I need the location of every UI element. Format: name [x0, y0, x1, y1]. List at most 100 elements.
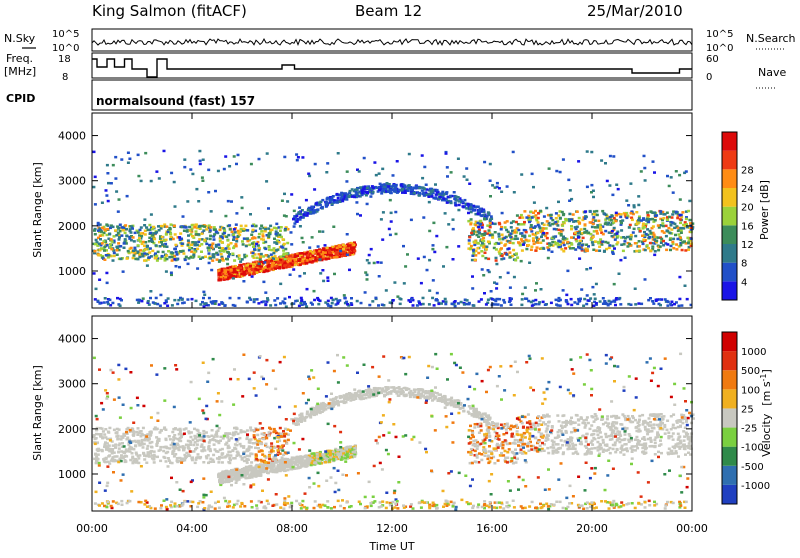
power-cell-2320 — [470, 245, 473, 248]
power-cell-3527 — [678, 298, 681, 301]
power-cell-2089 — [317, 208, 320, 211]
power-cell-3477 — [680, 304, 683, 307]
power-cell-2582 — [639, 230, 642, 233]
power-cell-2727 — [562, 238, 565, 241]
power-cell-1305 — [164, 243, 167, 246]
power-cell-1391 — [110, 248, 113, 251]
power-cell-3349 — [428, 201, 431, 204]
power-cell-3145 — [137, 175, 140, 178]
power-cell-1585 — [140, 232, 143, 235]
power-cell-1563 — [188, 247, 191, 250]
power-cell-2500 — [495, 257, 498, 260]
power-cell-3654 — [460, 301, 463, 304]
power-cell-2009 — [457, 196, 460, 199]
power-cell-3036 — [644, 278, 647, 281]
power-cell-2257 — [674, 234, 677, 237]
power-cell-3410 — [589, 297, 592, 300]
power-cell-3536 — [374, 297, 377, 300]
power-cell-1390 — [148, 251, 151, 254]
velocity-cell-712 — [311, 452, 314, 455]
power-cell-2947 — [150, 213, 153, 216]
power-cell-1155 — [211, 259, 214, 262]
power-cell-3134 — [432, 222, 435, 225]
power-cell-1484 — [232, 233, 235, 236]
power-cell-1450 — [184, 259, 187, 262]
power-cell-2604 — [540, 236, 543, 239]
power-cell-3144 — [196, 267, 199, 270]
power-cell-2368 — [555, 217, 558, 220]
power-cell-3668 — [223, 305, 226, 308]
power-cell-2398 — [596, 232, 599, 235]
freq-tick-left-bottom: 8 — [62, 72, 68, 83]
power-cell-2755 — [498, 223, 501, 226]
power-cell-2085 — [303, 213, 306, 216]
power-cell-1287 — [238, 254, 241, 256]
power-cell-3209 — [611, 230, 614, 233]
power-cell-3537 — [173, 299, 176, 302]
power-cell-2352 — [641, 235, 644, 238]
power-cell-2597 — [594, 240, 597, 243]
power-cell-3048 — [348, 269, 351, 272]
power-cell-1407 — [94, 243, 97, 246]
power-cell-1355 — [129, 228, 132, 231]
power-cell-2005 — [394, 188, 397, 191]
power-cell-1316 — [284, 248, 287, 251]
power-cell-3577 — [253, 298, 256, 301]
power-cell-1017 — [145, 226, 148, 229]
power-cell-3658 — [407, 299, 410, 302]
power-cell-2871 — [549, 214, 552, 217]
power-cell-2761 — [534, 249, 537, 252]
power-cell-2723 — [495, 248, 498, 251]
power-cell-3158 — [528, 262, 531, 265]
power-cell-1269 — [235, 223, 238, 226]
power-cell-1983 — [401, 191, 404, 194]
power-cell-2892 — [578, 217, 581, 220]
power-cell-3297 — [577, 160, 580, 163]
power-cell-3494 — [111, 302, 114, 305]
power-cell-831 — [245, 267, 248, 270]
power-cell-3363 — [675, 170, 678, 173]
power-cell-3607 — [103, 301, 106, 304]
power-cell-1972 — [393, 190, 396, 193]
power-cell-3114 — [199, 160, 202, 163]
power-cell-3592 — [377, 304, 380, 307]
velocity-cell-895 — [260, 470, 263, 473]
power-cell-2599 — [497, 233, 500, 236]
power-cell-3309 — [418, 194, 421, 197]
power-cell-1367 — [109, 243, 112, 246]
power-cell-2936 — [308, 246, 311, 249]
velocity-cell-864 — [328, 459, 331, 462]
velocity-cell-762 — [259, 463, 262, 466]
power-cell-1496 — [191, 241, 194, 244]
power-cell-1485 — [222, 227, 225, 230]
power-cell-1733 — [344, 192, 347, 195]
power-cell-2832 — [532, 240, 535, 243]
velocity-cell-961 — [282, 430, 285, 433]
power-cell-879 — [309, 261, 312, 264]
power-cell-2943 — [513, 191, 516, 194]
power-cell-2478 — [620, 213, 623, 216]
power-cell-3337 — [298, 275, 301, 278]
power-cell-2929 — [307, 173, 310, 176]
power-cell-1590 — [208, 249, 211, 252]
velocity-cell-886 — [324, 461, 327, 464]
power-cell-2371 — [591, 226, 594, 229]
power-cell-1467 — [209, 229, 212, 232]
power-cell-2930 — [258, 263, 261, 266]
velocity-cell-845 — [225, 474, 228, 477]
power-cell-2986 — [174, 205, 177, 208]
power-cell-3126 — [586, 186, 589, 189]
power-cell-2928 — [574, 226, 577, 229]
power-cell-2703 — [592, 249, 595, 252]
power-cell-2970 — [189, 168, 192, 171]
power-cell-3299 — [298, 305, 301, 308]
power-cell-3234 — [489, 180, 492, 183]
power-cell-3178 — [232, 277, 235, 280]
power-cell-3265 — [312, 212, 315, 215]
power-cell-3205 — [369, 195, 372, 198]
power-cell-1541 — [159, 245, 162, 248]
power-cell-3023 — [394, 211, 397, 214]
power-cell-2686 — [594, 226, 597, 229]
power-cell-1978 — [434, 196, 437, 199]
power-cell-1319 — [165, 258, 168, 261]
